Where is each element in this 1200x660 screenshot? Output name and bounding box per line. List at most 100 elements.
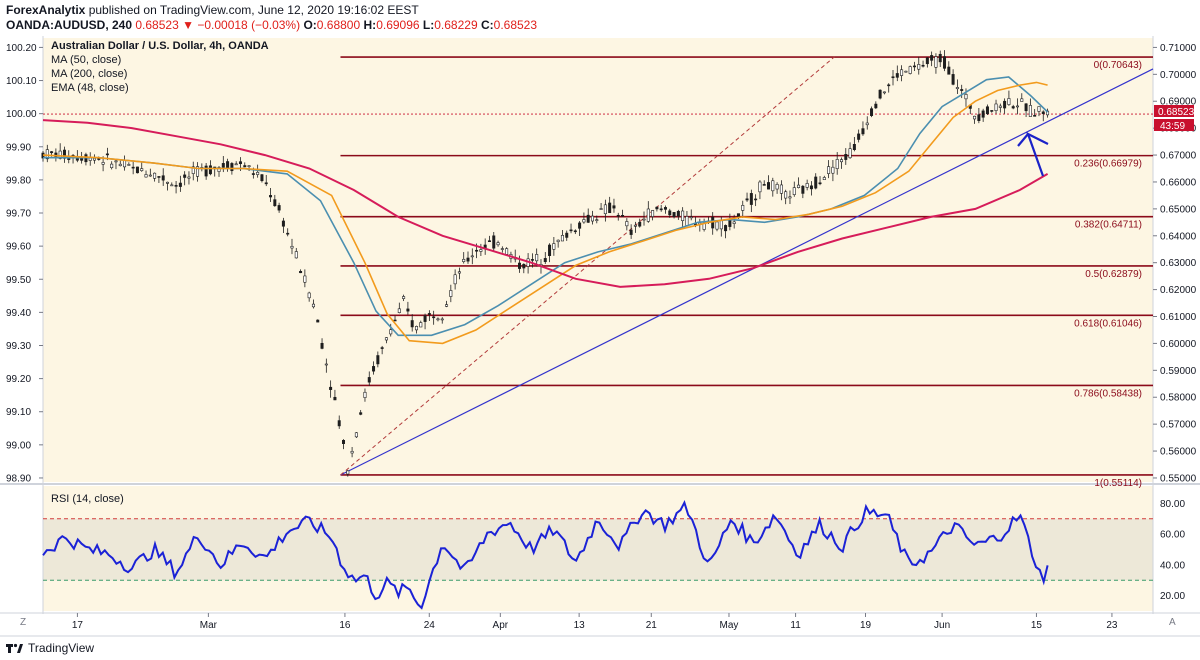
price-axis-label: 0.59000 xyxy=(1160,366,1197,377)
left-axis-label: 99.90 xyxy=(6,142,31,153)
candle-body xyxy=(625,221,629,227)
candle-body xyxy=(882,91,886,94)
dashed-trend-line[interactable] xyxy=(340,56,835,476)
candle-body xyxy=(616,214,620,217)
candle-body xyxy=(238,161,242,165)
candle-body xyxy=(286,232,290,235)
candle-body xyxy=(148,174,152,177)
candle-body xyxy=(97,158,101,160)
candle-body xyxy=(316,319,320,323)
candle-body xyxy=(342,440,346,444)
main-pane-background xyxy=(43,38,1153,482)
price-axis-label: 0.60000 xyxy=(1160,339,1197,350)
rsi-band xyxy=(43,518,1153,581)
candle-body xyxy=(204,165,208,177)
publish-line: ForexAnalytix published on TradingView.c… xyxy=(6,3,419,17)
price-axis-label: 0.71000 xyxy=(1160,43,1197,54)
time-axis-label: 17 xyxy=(72,620,84,631)
candle-body xyxy=(58,150,62,159)
candle-body xyxy=(797,184,801,188)
legend-ma200[interactable]: MA (200, close) xyxy=(51,68,127,80)
candle-body xyxy=(359,412,363,415)
legend-title[interactable]: Australian Dollar / U.S. Dollar, 4h, OAN… xyxy=(51,40,269,52)
symbol-label[interactable]: OANDA:AUDUSD, 240 xyxy=(6,18,133,32)
candle-body xyxy=(264,182,268,185)
legend-ema48[interactable]: EMA (48, close) xyxy=(51,82,129,94)
candle-body xyxy=(565,232,569,238)
legend-ma50[interactable]: MA (50, close) xyxy=(51,54,121,66)
publish-info: published on TradingView.com, June 12, 2… xyxy=(88,3,419,17)
candle-body xyxy=(123,159,127,168)
candle-body xyxy=(226,161,230,169)
left-axis-label: 99.20 xyxy=(6,374,31,385)
candle-body xyxy=(299,270,303,274)
candle-body xyxy=(350,450,354,454)
candle-body xyxy=(1041,111,1045,114)
candle-body xyxy=(466,257,470,262)
uptrend-line[interactable] xyxy=(340,68,1154,476)
ohlc-line: OANDA:AUDUSD, 240 0.68523 ▼ −0.00018 (−0… xyxy=(6,18,537,32)
candle-body xyxy=(337,420,341,427)
candle-body xyxy=(101,162,105,165)
candle-body xyxy=(835,159,839,169)
candle-body xyxy=(771,180,775,192)
left-axis-label: 99.60 xyxy=(6,242,31,253)
trend-drawings[interactable] xyxy=(340,56,1154,476)
price-chart[interactable]: 0(0.70643) 0.236(0.66979) 0.382(0.64711) 0.… xyxy=(0,36,1200,638)
candle-body xyxy=(221,163,225,168)
candle-body xyxy=(127,164,131,166)
candle-body xyxy=(668,210,672,216)
candle-body xyxy=(402,296,406,299)
left-axis-label: 99.30 xyxy=(6,341,31,352)
time-axis-label: 24 xyxy=(424,620,436,631)
candle-body xyxy=(603,204,607,215)
candle-body xyxy=(608,202,612,214)
candle-body xyxy=(779,184,783,194)
price-axis-label: 0.58000 xyxy=(1160,393,1197,404)
candle-body xyxy=(105,153,109,156)
candle-body xyxy=(1015,105,1019,108)
auto-scale-right-button[interactable]: A xyxy=(1169,617,1176,628)
publisher-name[interactable]: ForexAnalytix xyxy=(6,3,86,17)
fib-level-label: 0(0.70643) xyxy=(1094,60,1142,71)
candle-body xyxy=(427,313,431,315)
candle-body xyxy=(556,239,560,243)
auto-scale-left-button[interactable]: Z xyxy=(20,617,26,628)
candle-body xyxy=(792,187,796,195)
candle-body xyxy=(788,196,792,199)
candle-body xyxy=(870,108,874,116)
tradingview-brand[interactable]: TradingView xyxy=(6,641,94,655)
candle-body xyxy=(998,105,1002,108)
candle-body xyxy=(582,219,586,223)
arrow-head-icon[interactable] xyxy=(1017,133,1029,147)
candle-body xyxy=(333,396,337,401)
candle-body xyxy=(329,386,333,390)
candle-body xyxy=(908,66,912,74)
candle-body xyxy=(981,110,985,118)
countdown-tag-bg xyxy=(1154,119,1194,131)
candle-body xyxy=(865,122,869,126)
legend-rsi[interactable]: RSI (14, close) xyxy=(51,493,124,505)
price-axis-label: 0.62000 xyxy=(1160,285,1197,296)
candle-body xyxy=(736,213,740,218)
candle-body xyxy=(144,174,148,178)
candle-body xyxy=(191,166,195,174)
candle-body xyxy=(569,229,573,232)
candle-body xyxy=(762,184,766,186)
candle-body xyxy=(157,176,161,178)
candle-body xyxy=(741,205,745,211)
left-axis-label: 99.10 xyxy=(6,407,31,418)
open-label: O: xyxy=(303,18,317,32)
price-axis-label: 0.63000 xyxy=(1160,258,1197,269)
candle-body xyxy=(1020,98,1024,102)
candle-body xyxy=(852,144,856,150)
candle-body xyxy=(110,163,114,168)
legend[interactable]: Australian Dollar / U.S. Dollar, 4h, OAN… xyxy=(51,40,269,505)
rsi-axis-label: 40.00 xyxy=(1160,560,1185,571)
fib-level-label: 0.786(0.58438) xyxy=(1074,388,1142,399)
candle-body xyxy=(548,244,552,256)
annotation-arrow[interactable] xyxy=(1017,131,1049,177)
price-axis-label: 0.69000 xyxy=(1160,97,1197,108)
candle-body xyxy=(676,210,680,217)
candle-body xyxy=(281,220,285,227)
